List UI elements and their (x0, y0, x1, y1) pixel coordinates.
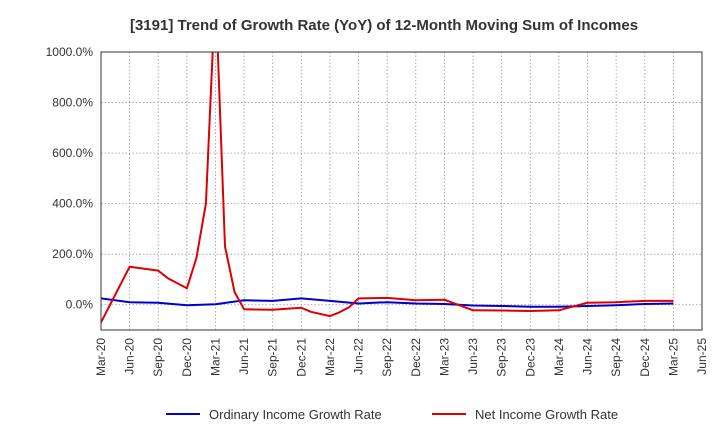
legend: Ordinary Income Growth Rate Net Income Gr… (166, 407, 618, 422)
x-tick-label: Dec-21 (294, 338, 308, 377)
x-tick-label: Dec-24 (638, 338, 652, 377)
y-tick-label: 400.0% (52, 197, 93, 211)
x-tick-label: Jun-23 (466, 338, 480, 375)
grid (100, 51, 703, 330)
legend-label: Ordinary Income Growth Rate (209, 407, 382, 422)
x-tick-label: Mar-21 (208, 338, 222, 376)
x-tick-label: Sep-22 (380, 338, 394, 377)
x-axis-ticks: Mar-20 Jun-20 Sep-20 Dec-20 Mar-21 Jun-21 Sep-… (94, 338, 709, 377)
x-tick-label: Mar-24 (552, 338, 566, 376)
x-tick-label: Sep-20 (151, 338, 165, 377)
plot-area (100, 51, 703, 331)
x-tick-label: Mar-22 (323, 338, 337, 376)
y-tick-label: 600.0% (52, 146, 93, 160)
x-tick-label: Jun-22 (352, 338, 366, 375)
x-tick-label: Dec-20 (180, 338, 194, 377)
x-tick-label: Mar-20 (94, 338, 108, 376)
x-tick-label: Jun-20 (123, 338, 137, 375)
x-tick-label: Jun-25 (695, 338, 709, 375)
x-tick-label: Sep-24 (609, 338, 623, 377)
x-tick-label: Jun-21 (237, 338, 251, 375)
x-tick-label: Jun-24 (581, 338, 595, 375)
y-axis-ticks: 0.0% 200.0% 400.0% 600.0% 800.0% 1000.0% (46, 45, 94, 312)
y-tick-label: 200.0% (52, 247, 93, 261)
y-tick-label: 1000.0% (46, 45, 94, 59)
series-line-2 (101, 52, 674, 323)
legend-label: Net Income Growth Rate (475, 407, 618, 422)
y-tick-label: 0.0% (66, 298, 94, 312)
x-tick-label: Mar-25 (666, 338, 680, 376)
x-tick-label: Dec-22 (409, 338, 423, 377)
series-lines (101, 52, 674, 323)
y-tick-label: 800.0% (52, 96, 93, 110)
x-tick-label: Sep-23 (495, 338, 509, 377)
x-tick-label: Dec-23 (523, 338, 537, 377)
chart-title: [3191] Trend of Growth Rate (YoY) of 12-… (130, 17, 638, 34)
x-tick-label: Mar-23 (437, 338, 451, 376)
x-tick-label: Sep-21 (266, 338, 280, 377)
